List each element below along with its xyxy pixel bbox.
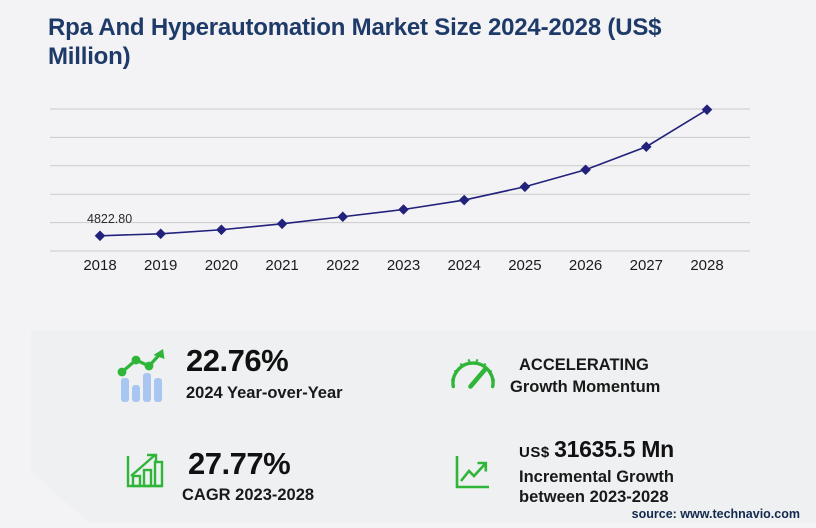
svg-text:2028: 2028 — [690, 257, 723, 274]
stats-panel — [31, 331, 816, 523]
svg-text:2020: 2020 — [205, 257, 238, 274]
momentum-label: Growth Momentum — [510, 378, 661, 396]
yoy-growth-label: 2024 Year-over-Year — [186, 384, 343, 402]
trend-axes-icon — [455, 456, 489, 489]
svg-text:2022: 2022 — [326, 257, 359, 274]
cagr-label: CAGR 2023-2028 — [182, 486, 315, 504]
yoy-growth-value: 22.76% — [186, 343, 289, 378]
momentum-status: ACCELERATING — [519, 356, 649, 374]
svg-text:2018: 2018 — [83, 257, 116, 274]
cagr-value: 27.77% — [188, 446, 291, 481]
svg-text:2027: 2027 — [630, 257, 663, 274]
svg-text:2023: 2023 — [387, 257, 420, 274]
svg-text:2024: 2024 — [448, 257, 481, 274]
svg-text:2021: 2021 — [265, 257, 298, 274]
amount: 31635.5 Mn — [554, 436, 674, 462]
svg-text:4822.80: 4822.80 — [87, 212, 132, 226]
svg-text:2019: 2019 — [144, 257, 177, 274]
incremental-growth-label-line1: Incremental Growth — [519, 468, 674, 486]
svg-text:2026: 2026 — [569, 257, 602, 274]
speedometer-icon — [450, 358, 496, 389]
currency-prefix: US$ — [519, 444, 550, 461]
svg-text:2025: 2025 — [508, 257, 541, 274]
bar-chart-trend-icon — [117, 349, 165, 402]
market-size-line-chart: 2018 2019 2020 2021 2022 2023 2024 2025 2026 2027… — [50, 104, 750, 274]
incremental-growth-value: US$ 31635.5 Mn — [519, 436, 674, 463]
incremental-growth-label-line2: between 2023-2028 — [519, 488, 669, 506]
growth-bars-icon — [126, 453, 164, 488]
source-credit: source: www.technavio.com — [631, 507, 800, 521]
page-title: Rpa And Hyperautomation Market Size 2024… — [48, 14, 662, 70]
